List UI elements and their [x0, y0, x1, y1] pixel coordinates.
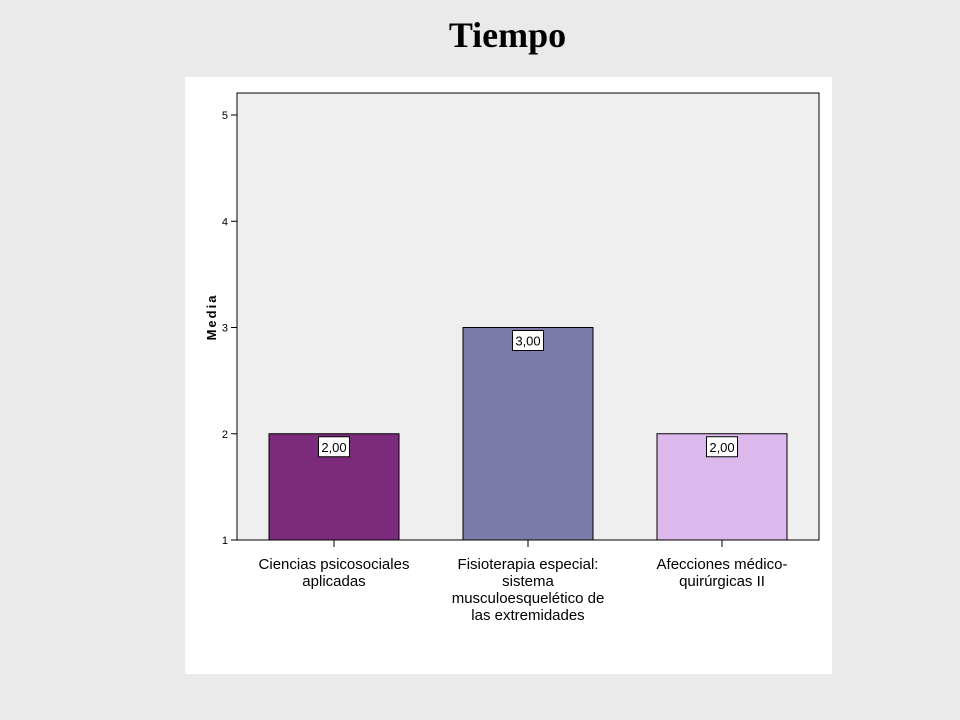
value-label: 2,00	[709, 440, 734, 455]
y-tick-label: 4	[222, 216, 228, 228]
x-category-label: quirúrgicas II	[679, 573, 765, 590]
y-tick-label: 1	[222, 535, 228, 547]
x-category-label: Afecciones médico-	[657, 556, 788, 573]
x-category-label: aplicadas	[302, 573, 365, 590]
bar	[462, 327, 594, 541]
y-tick-label: 3	[222, 323, 228, 335]
slide-title: Tiempo	[448, 15, 567, 55]
x-category-label: sistema	[502, 573, 554, 590]
x-category-label: Ciencias psicosociales	[259, 556, 410, 573]
value-label: 2,00	[321, 440, 346, 455]
value-label-box	[318, 436, 350, 458]
chart-panel: 1 2 3 4 5 Media 2,00 Ciencias psicosociales apli…	[185, 77, 832, 674]
x-category-label: Fisioterapia especial:	[458, 556, 599, 573]
value-label-box	[512, 330, 544, 351]
value-label: 3,00	[515, 334, 540, 349]
y-axis-label: Media	[204, 294, 219, 341]
x-category-label: las extremidades	[471, 607, 584, 624]
bar-chart: 1 2 3 4 5 Media 2,00 Ciencias psicosocialesapli…	[204, 92, 820, 624]
x-category-label: musculoesquelético de	[452, 590, 605, 607]
y-tick-label: 5	[222, 110, 228, 122]
value-label-box	[706, 436, 738, 458]
y-tick-label: 2	[222, 429, 228, 441]
